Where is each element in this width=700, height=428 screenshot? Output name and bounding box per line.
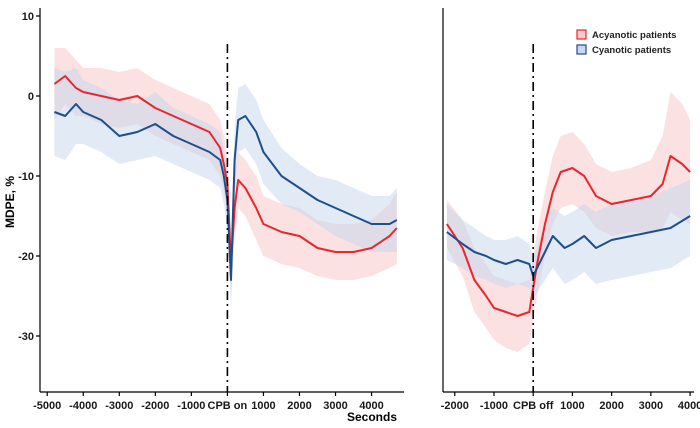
legend-label-acyanotic: Acyanotic patients [592, 30, 676, 41]
chart-panels: -5000 -4000 -3000 -2000 -1000 1000 2000 3000 400… [33, 8, 700, 412]
x-tick-label: 2000 [287, 400, 311, 412]
x-tick-label: 1000 [560, 400, 584, 412]
line-cyanotic [54, 103, 398, 281]
x-tick-label: 1000 [251, 400, 275, 412]
x-axis-title: Seconds [347, 410, 397, 424]
y-tick-label: 10 [22, 11, 34, 23]
legend: Acyanotic patients Cyanotic patients [576, 29, 676, 56]
x-tick-label: -2000 [141, 400, 169, 412]
line-acyanotic [446, 155, 691, 317]
band-cyanotic [446, 180, 691, 300]
x-tick-label: -5000 [33, 400, 61, 412]
x-tick-label: -4000 [69, 400, 97, 412]
y-axis-title: MDPE, % [3, 176, 17, 228]
event-tick-label: CPB on [208, 400, 248, 412]
x-tick-label: -2000 [441, 400, 469, 412]
event-tick-label: CPB off [513, 400, 554, 412]
y-tick-label: 0 [28, 91, 34, 103]
legend-label-cyanotic: Cyanotic patients [592, 45, 671, 56]
y-axis: 10 0 -10 -20 -30 [18, 11, 40, 343]
x-tick-label: -3000 [105, 400, 133, 412]
x-tick-label: -1000 [480, 400, 508, 412]
y-tick-label: -20 [18, 251, 34, 263]
x-tick-label: 4000 [359, 400, 383, 412]
y-tick-label: -30 [18, 331, 34, 343]
x-tick-label: -1000 [177, 400, 205, 412]
x-tick-label: 3000 [323, 400, 347, 412]
line-cyanotic [446, 215, 691, 277]
x-tick-label: 4000 [678, 400, 700, 412]
y-tick-label: -10 [18, 171, 34, 183]
legend-swatch-acyanotic [576, 29, 587, 40]
panel-2: -2000 -1000 1000 2000 3000 4000 CPB off [441, 8, 700, 412]
x-tick-label: 3000 [639, 400, 663, 412]
legend-swatch-cyanotic [576, 44, 587, 55]
panel-1: -5000 -4000 -3000 -2000 -1000 1000 2000 3000 400… [33, 8, 404, 412]
x-tick-label: 2000 [599, 400, 623, 412]
